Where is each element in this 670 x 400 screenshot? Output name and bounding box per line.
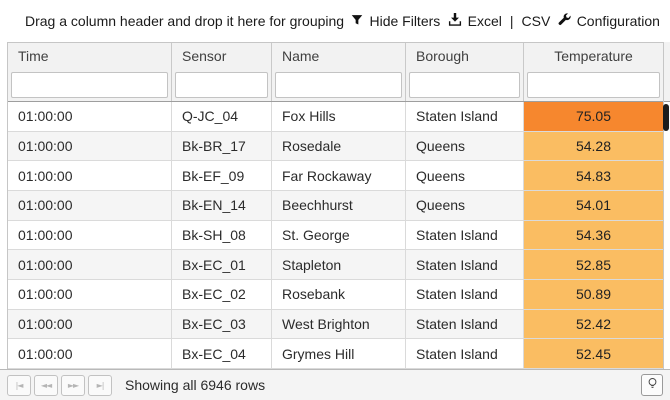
cell-name[interactable]: Rosedale	[272, 131, 406, 162]
cell-temperature[interactable]: 54.83	[524, 161, 663, 192]
excel-export-button[interactable]: Excel	[467, 13, 502, 29]
pager-bar: |◄ ◄◄ ►► ►| Showing all 6946 rows	[0, 369, 670, 400]
cell-sensor[interactable]: Bk-EN_14	[172, 191, 272, 221]
grid-body: 01:00:00 Q-JC_04 Fox Hills Staten Island 75.…	[8, 102, 663, 370]
cell-name[interactable]: Rosebank	[272, 280, 406, 310]
filter-input-sensor[interactable]	[175, 72, 268, 98]
filter-input-name[interactable]	[275, 72, 402, 98]
download-icon	[448, 13, 462, 29]
group-drop-hint[interactable]: Drag a column header and drop it here fo…	[25, 13, 344, 29]
cell-name[interactable]: St. George	[272, 220, 406, 251]
cell-time[interactable]: 01:00:00	[8, 191, 172, 221]
cell-borough[interactable]: Staten Island	[406, 220, 524, 251]
cell-sensor[interactable]: Bx-EC_01	[172, 250, 272, 281]
wrench-icon	[558, 13, 571, 29]
cell-borough[interactable]: Staten Island	[406, 250, 524, 281]
cell-time[interactable]: 01:00:00	[8, 309, 172, 340]
cell-borough[interactable]: Staten Island	[406, 102, 524, 132]
row-count-status: Showing all 6946 rows	[125, 377, 266, 393]
hide-filters-button[interactable]: Hide Filters	[351, 13, 440, 29]
cell-name[interactable]: Grymes Hill	[272, 339, 406, 370]
cell-sensor[interactable]: Bx-EC_02	[172, 280, 272, 310]
lightbulb-icon	[646, 377, 659, 393]
cell-sensor[interactable]: Bx-EC_04	[172, 339, 272, 370]
table-row[interactable]: 01:00:00 Bx-EC_03 West Brighton Staten Isla…	[8, 309, 663, 340]
cell-temperature[interactable]: 54.28	[524, 131, 663, 162]
cell-temperature[interactable]: 52.45	[524, 339, 663, 370]
cell-name[interactable]: Beechhurst	[272, 191, 406, 221]
column-header-name[interactable]: Name	[272, 43, 406, 69]
cell-name[interactable]: West Brighton	[272, 309, 406, 340]
cell-borough[interactable]: Queens	[406, 161, 524, 192]
cell-temperature[interactable]: 54.36	[524, 220, 663, 251]
filter-input-temperature[interactable]	[527, 72, 660, 98]
table-row[interactable]: 01:00:00 Bk-SH_08 St. George Staten Island 5…	[8, 220, 663, 251]
column-header-temperature[interactable]: Temperature	[554, 48, 633, 64]
table-row[interactable]: 01:00:00 Bx-EC_02 Rosebank Staten Island 50.…	[8, 280, 663, 310]
first-page-button[interactable]: |◄	[7, 374, 31, 396]
cell-time[interactable]: 01:00:00	[8, 161, 172, 192]
cell-time[interactable]: 01:00:00	[8, 339, 172, 370]
table-row[interactable]: 01:00:00 Bx-EC_04 Grymes Hill Staten Island…	[8, 339, 663, 370]
table-row[interactable]: 01:00:00 Bk-BR_17 Rosedale Queens 54.28	[8, 131, 663, 162]
header-extension-strip	[664, 42, 670, 102]
cell-temperature[interactable]: 54.01	[524, 191, 663, 221]
column-header-time[interactable]: Time	[8, 43, 172, 69]
configuration-label: Configuration	[576, 13, 660, 29]
cell-sensor[interactable]: Bk-SH_08	[172, 220, 272, 251]
hide-filters-label: Hide Filters	[369, 13, 441, 29]
export-buttons: Excel | CSV	[448, 13, 551, 29]
filter-input-time[interactable]	[11, 72, 168, 98]
filter-input-borough[interactable]	[409, 72, 520, 98]
cell-name[interactable]: Stapleton	[272, 250, 406, 281]
tips-button[interactable]	[641, 374, 663, 396]
cell-sensor[interactable]: Bk-EF_09	[172, 161, 272, 192]
cell-sensor[interactable]: Q-JC_04	[172, 102, 272, 132]
filter-cell-temperature	[524, 69, 663, 101]
cell-sensor[interactable]: Bk-BR_17	[172, 131, 272, 162]
cell-temperature[interactable]: 75.05	[524, 102, 663, 132]
cell-time[interactable]: 01:00:00	[8, 220, 172, 251]
csv-export-button[interactable]: CSV	[521, 13, 551, 29]
table-row[interactable]: 01:00:00 Bk-EN_14 Beechhurst Queens 54.01	[8, 191, 663, 221]
cell-time[interactable]: 01:00:00	[8, 102, 172, 132]
group-drop-hint-label: Drag a column header and drop it here fo…	[25, 13, 345, 29]
next-page-button[interactable]: ►►	[61, 374, 85, 396]
last-page-button[interactable]: ►|	[88, 374, 112, 396]
grid-filter-row	[8, 69, 663, 102]
filter-cell-borough	[406, 69, 524, 101]
cell-borough[interactable]: Staten Island	[406, 339, 524, 370]
table-row[interactable]: 01:00:00 Bx-EC_01 Stapleton Staten Island 52…	[8, 250, 663, 281]
filter-cell-name	[272, 69, 406, 101]
previous-page-button[interactable]: ◄◄	[34, 374, 58, 396]
configuration-button[interactable]: Configuration	[558, 13, 660, 29]
column-header-sensor[interactable]: Sensor	[172, 43, 272, 69]
filter-cell-sensor	[172, 69, 272, 101]
grid-header-row: Time Sensor Name Borough Temperature	[8, 43, 663, 69]
cell-sensor[interactable]: Bx-EC_03	[172, 309, 272, 340]
toolbar: Drag a column header and drop it here fo…	[0, 0, 670, 42]
column-header-borough[interactable]: Borough	[406, 43, 524, 69]
table-row[interactable]: 01:00:00 Bk-EF_09 Far Rockaway Queens 54.83	[8, 161, 663, 192]
cell-borough[interactable]: Queens	[406, 131, 524, 162]
filter-funnel-icon	[351, 13, 363, 29]
cell-name[interactable]: Far Rockaway	[272, 161, 406, 192]
cell-temperature[interactable]: 52.42	[524, 309, 663, 340]
cell-name[interactable]: Fox Hills	[272, 102, 406, 132]
cell-borough[interactable]: Queens	[406, 191, 524, 221]
cell-time[interactable]: 01:00:00	[8, 280, 172, 310]
cell-borough[interactable]: Staten Island	[406, 280, 524, 310]
cell-temperature[interactable]: 52.85	[524, 250, 663, 281]
cell-borough[interactable]: Staten Island	[406, 309, 524, 340]
filter-cell-time	[8, 69, 172, 101]
cell-time[interactable]: 01:00:00	[8, 250, 172, 281]
cell-temperature[interactable]: 50.89	[524, 280, 663, 310]
cell-time[interactable]: 01:00:00	[8, 131, 172, 162]
vertical-scrollbar-thumb[interactable]	[663, 104, 669, 131]
table-row[interactable]: 01:00:00 Q-JC_04 Fox Hills Staten Island 75.…	[8, 102, 663, 132]
export-divider: |	[509, 13, 514, 29]
data-grid: Time Sensor Name Borough Temperature 01:00:0…	[7, 42, 664, 370]
